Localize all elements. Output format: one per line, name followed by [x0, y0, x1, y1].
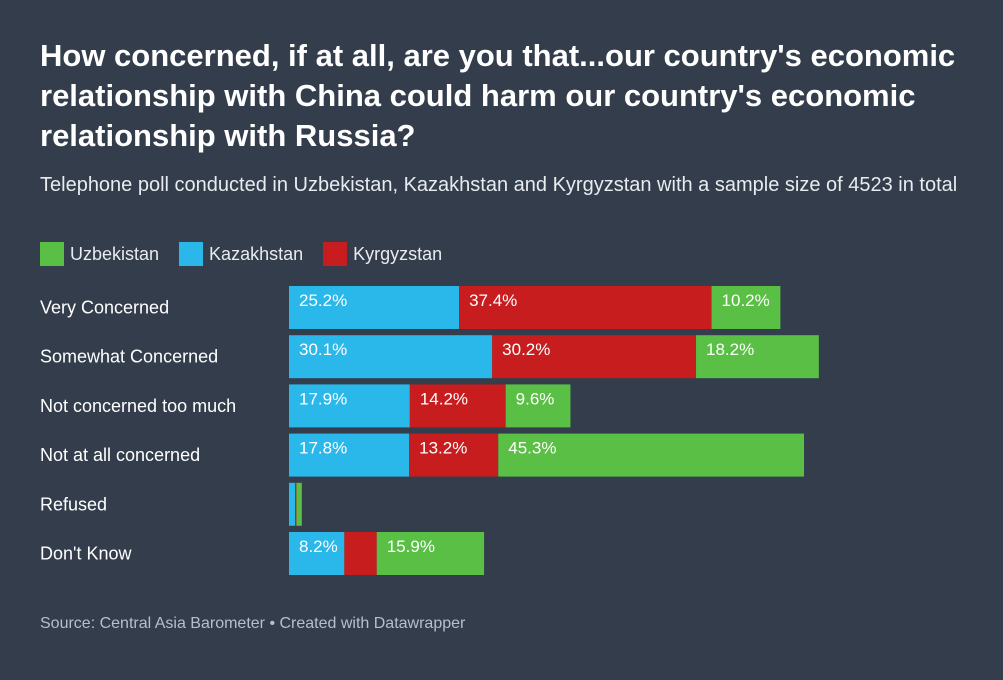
bar-uzbekistan-refused: [296, 482, 302, 526]
data-label-uzbekistan-not-concerned-too-much: 9.6%: [516, 389, 555, 408]
bar-kazakhstan-not-concerned-too-much: [289, 384, 410, 428]
bar-uzbekistan-not-at-all-concerned: [498, 433, 805, 477]
category-label-not-concerned-too-much: Not concerned too much: [40, 396, 236, 416]
category-label-not-at-all-concerned: Not at all concerned: [40, 445, 200, 465]
legend: Uzbekistan Kazakhstan Kyrgyzstan: [40, 242, 462, 266]
legend-item-uzbekistan: Uzbekistan: [40, 242, 159, 266]
bar-kazakhstan-somewhat-concerned: [289, 335, 493, 379]
data-label-uzbekistan-somewhat-concerned: 18.2%: [706, 340, 754, 359]
bar-kyrgyzstan-not-at-all-concerned: [409, 433, 499, 477]
bar-kazakhstan-don-t-know: [289, 532, 345, 575]
bar-uzbekistan-very-concerned: [711, 286, 781, 329]
legend-label-kyrgyzstan: Kyrgyzstan: [353, 243, 443, 264]
legend-label-kazakhstan: Kazakhstan: [209, 243, 304, 264]
data-label-kazakhstan-not-concerned-too-much: 17.9%: [299, 389, 347, 408]
legend-item-kyrgyzstan: Kyrgyzstan: [323, 242, 442, 266]
data-label-kyrgyzstan-very-concerned: 37.4%: [469, 291, 517, 310]
data-label-kazakhstan-somewhat-concerned: 30.1%: [299, 340, 347, 359]
source-note: Source: Central Asia Barometer • Created…: [40, 615, 466, 632]
legend-label-uzbekistan: Uzbekistan: [70, 243, 160, 264]
data-label-kazakhstan-don-t-know: 8.2%: [299, 537, 338, 556]
bar-kyrgyzstan-don-t-know: [344, 532, 377, 575]
legend-swatch-kyrgyzstan: [323, 242, 348, 266]
data-label-kazakhstan-not-at-all-concerned: 17.8%: [299, 439, 347, 458]
category-label-somewhat-concerned: Somewhat Concerned: [40, 347, 218, 367]
legend-item-kazakhstan: Kazakhstan: [179, 242, 303, 266]
legend-swatch-uzbekistan: [40, 242, 64, 266]
data-label-kyrgyzstan-somewhat-concerned: 30.2%: [502, 340, 550, 359]
bar-kyrgyzstan-not-concerned-too-much: [409, 384, 506, 428]
data-label-uzbekistan-don-t-know: 15.9%: [387, 537, 435, 556]
bar-kazakhstan-not-at-all-concerned: [289, 433, 410, 477]
chart-title: How concerned, if at all, are you that..…: [40, 38, 956, 153]
data-label-kyrgyzstan-not-concerned-too-much: 14.2%: [420, 389, 468, 408]
legend-swatch-kazakhstan: [179, 242, 204, 266]
stacked-bar-chart: Very Concerned 25.2% 37.4% 10.2% Somewhat Co…: [40, 286, 819, 575]
bar-uzbekistan-somewhat-concerned: [696, 335, 819, 379]
category-label-don-t-know: Don't Know: [40, 544, 132, 564]
bar-kyrgyzstan-very-concerned: [459, 286, 712, 329]
bar-kyrgyzstan-refused: [295, 482, 297, 526]
chart-subtitle: Telephone poll conducted in Uzbekistan, …: [40, 174, 958, 196]
category-label-very-concerned: Very Concerned: [40, 298, 169, 318]
bar-kazakhstan-very-concerned: [289, 286, 460, 329]
bar-uzbekistan-not-concerned-too-much: [505, 384, 571, 428]
data-label-uzbekistan-very-concerned: 10.2%: [722, 291, 770, 310]
bar-kyrgyzstan-somewhat-concerned: [492, 335, 697, 379]
data-label-kazakhstan-very-concerned: 25.2%: [299, 291, 347, 310]
bar-kazakhstan-refused: [289, 482, 296, 526]
bar-uzbekistan-don-t-know: [376, 532, 485, 575]
category-label-refused: Refused: [40, 494, 107, 514]
data-label-uzbekistan-not-at-all-concerned: 45.3%: [508, 439, 556, 458]
data-label-kyrgyzstan-not-at-all-concerned: 13.2%: [419, 439, 467, 458]
